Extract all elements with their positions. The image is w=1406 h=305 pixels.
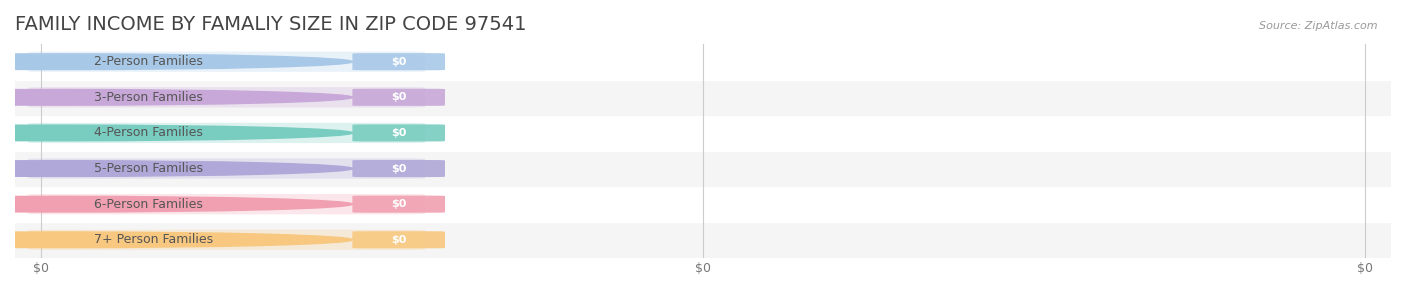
Circle shape: [0, 161, 353, 176]
Bar: [15, 115, 1391, 151]
FancyBboxPatch shape: [353, 53, 446, 70]
FancyBboxPatch shape: [353, 196, 446, 213]
Text: FAMILY INCOME BY FAMALIY SIZE IN ZIP CODE 97541: FAMILY INCOME BY FAMALIY SIZE IN ZIP COD…: [15, 15, 526, 34]
Text: $0: $0: [391, 57, 406, 67]
Text: 6-Person Families: 6-Person Families: [94, 198, 204, 211]
Circle shape: [0, 125, 353, 141]
Bar: [15, 44, 1391, 80]
Bar: [15, 186, 1391, 222]
Text: 3-Person Families: 3-Person Families: [94, 91, 204, 104]
Text: 7+ Person Families: 7+ Person Families: [94, 233, 214, 246]
FancyBboxPatch shape: [28, 123, 425, 143]
Text: $0: $0: [391, 163, 406, 174]
Text: $0: $0: [391, 128, 406, 138]
FancyBboxPatch shape: [353, 231, 446, 248]
Bar: [15, 222, 1391, 258]
Text: $0: $0: [391, 235, 406, 245]
Text: Source: ZipAtlas.com: Source: ZipAtlas.com: [1260, 21, 1378, 31]
Bar: [15, 151, 1391, 186]
Circle shape: [0, 232, 353, 248]
FancyBboxPatch shape: [28, 158, 425, 179]
FancyBboxPatch shape: [28, 194, 425, 214]
FancyBboxPatch shape: [28, 52, 425, 72]
Circle shape: [0, 196, 353, 212]
FancyBboxPatch shape: [353, 160, 446, 177]
Circle shape: [0, 89, 353, 105]
FancyBboxPatch shape: [353, 124, 446, 142]
Text: $0: $0: [391, 199, 406, 209]
Circle shape: [0, 54, 353, 70]
FancyBboxPatch shape: [28, 230, 425, 250]
Text: $0: $0: [391, 92, 406, 102]
Bar: [15, 80, 1391, 115]
Text: 4-Person Families: 4-Person Families: [94, 127, 204, 139]
Text: 2-Person Families: 2-Person Families: [94, 55, 204, 68]
Text: 5-Person Families: 5-Person Families: [94, 162, 204, 175]
FancyBboxPatch shape: [353, 89, 446, 106]
FancyBboxPatch shape: [28, 87, 425, 107]
